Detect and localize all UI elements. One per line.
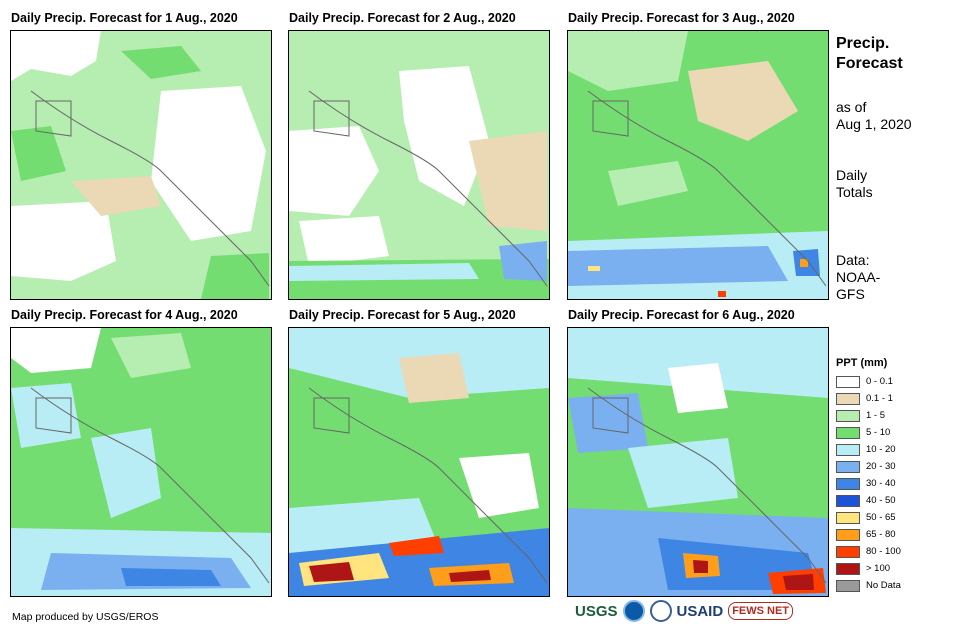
usgs-logo: USGS bbox=[575, 602, 618, 620]
legend-item: 0.1 - 1 bbox=[836, 390, 901, 407]
legend-swatch bbox=[836, 477, 860, 490]
forecast-map-aug3 bbox=[567, 30, 829, 300]
forecast-map-aug5 bbox=[288, 327, 550, 597]
legend-item: 10 - 20 bbox=[836, 441, 901, 458]
legend-label: 5 - 10 bbox=[866, 427, 891, 438]
panel-title-aug6: Daily Precip. Forecast for 6 Aug., 2020 bbox=[568, 308, 795, 322]
legend: PPT (mm) 0 - 0.1 0.1 - 1 1 - 5 5 - 10 10 - 2… bbox=[836, 357, 901, 594]
legend-label: 0 - 0.1 bbox=[866, 376, 893, 387]
legend-swatch bbox=[836, 392, 860, 405]
legend-swatch bbox=[836, 494, 860, 507]
legend-swatch bbox=[836, 426, 860, 439]
legend-label: 20 - 30 bbox=[866, 461, 896, 472]
data-source: NOAA-GFS bbox=[836, 269, 881, 302]
credit-text: Map produced by USGS/EROS bbox=[12, 611, 159, 623]
legend-item: 80 - 100 bbox=[836, 543, 901, 560]
legend-item: No Data bbox=[836, 577, 901, 594]
legend-item: 50 - 65 bbox=[836, 509, 901, 526]
asof-label: as of bbox=[836, 99, 867, 115]
legend-swatch bbox=[836, 409, 860, 422]
legend-swatch bbox=[836, 460, 860, 473]
logos: USGS USAID FEWS NET bbox=[575, 600, 794, 622]
fews-net-logo: FEWS NET bbox=[728, 602, 794, 620]
legend-label: 30 - 40 bbox=[866, 478, 896, 489]
legend-label: 1 - 5 bbox=[866, 410, 886, 421]
usaid-logo: USAID bbox=[676, 602, 724, 620]
legend-item: 30 - 40 bbox=[836, 475, 901, 492]
forecast-map-aug4 bbox=[10, 327, 272, 597]
legend-label: 65 - 80 bbox=[866, 529, 896, 540]
legend-item: > 100 bbox=[836, 560, 901, 577]
legend-label: 50 - 65 bbox=[866, 512, 896, 523]
legend-label: 10 - 20 bbox=[866, 444, 896, 455]
legend-swatch bbox=[836, 562, 860, 575]
legend-swatch bbox=[836, 528, 860, 541]
sidebar-title: Precip. Forecast bbox=[836, 35, 903, 72]
legend-swatch bbox=[836, 511, 860, 524]
panel-title-aug2: Daily Precip. Forecast for 2 Aug., 2020 bbox=[289, 11, 516, 25]
legend-item: 65 - 80 bbox=[836, 526, 901, 543]
asof-date: Aug 1, 2020 bbox=[836, 116, 912, 132]
panel-title-aug4: Daily Precip. Forecast for 4 Aug., 2020 bbox=[11, 308, 238, 322]
forecast-map-aug2 bbox=[288, 30, 550, 300]
legend-swatch bbox=[836, 443, 860, 456]
legend-swatch bbox=[836, 545, 860, 558]
usaid-seal-icon bbox=[649, 600, 672, 622]
legend-item: 5 - 10 bbox=[836, 424, 901, 441]
forecast-map-aug1 bbox=[10, 30, 272, 300]
legend-label: 80 - 100 bbox=[866, 546, 901, 557]
panel-title-aug1: Daily Precip. Forecast for 1 Aug., 2020 bbox=[11, 11, 238, 25]
legend-swatch bbox=[836, 375, 860, 388]
legend-item: 0 - 0.1 bbox=[836, 373, 901, 390]
legend-title: PPT (mm) bbox=[836, 357, 888, 369]
panel-title-aug3: Daily Precip. Forecast for 3 Aug., 2020 bbox=[568, 11, 795, 25]
legend-label: 0.1 - 1 bbox=[866, 393, 893, 404]
legend-label: > 100 bbox=[866, 563, 891, 574]
legend-label: 40 - 50 bbox=[866, 495, 896, 506]
panel-title-aug5: Daily Precip. Forecast for 5 Aug., 2020 bbox=[289, 308, 516, 322]
legend-swatch bbox=[836, 579, 860, 592]
daily-totals-label: Daily Totals bbox=[836, 167, 873, 200]
forecast-map-aug6 bbox=[567, 327, 829, 597]
legend-label: No Data bbox=[866, 580, 901, 591]
legend-item: 1 - 5 bbox=[836, 407, 901, 424]
legend-item: 20 - 30 bbox=[836, 458, 901, 475]
data-label: Data: bbox=[836, 252, 870, 268]
legend-item: 40 - 50 bbox=[836, 492, 901, 509]
noaa-logo-icon bbox=[622, 600, 645, 622]
